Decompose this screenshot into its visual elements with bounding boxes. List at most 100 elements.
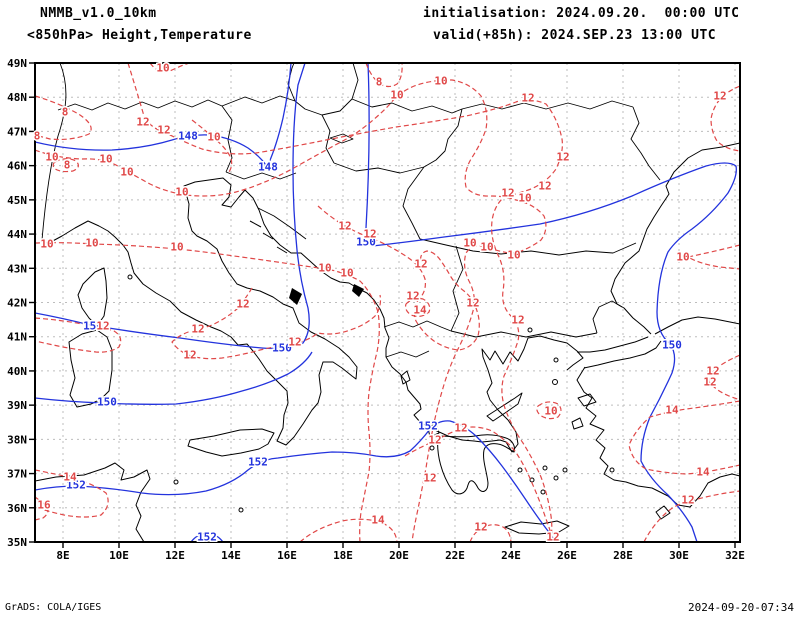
initialisation-time: initialisation: 2024.09.20. 00:00 UTC (423, 6, 740, 21)
grads-credit: GrADS: COLA/IGES (5, 602, 102, 613)
temp-contour-label: 12 (406, 290, 419, 303)
lon-tick-label: 10E (109, 549, 129, 562)
axis-tick-labels: 8E 10E 12E 14E 16E 18E 20E 22E 24E 26E 28E 30E 32E 49… (7, 57, 745, 562)
temp-contour-label: 12 (236, 298, 249, 311)
temp-contour-label: 12 (466, 297, 479, 310)
temp-contour-label: 14 (371, 514, 385, 527)
lon-tick-label: 18E (333, 549, 353, 562)
temp-contour-label: 10 (507, 249, 520, 262)
temperature-contours (35, 63, 740, 542)
temp-contour-label: 8 (64, 159, 71, 172)
temp-contour-label: 12 (521, 92, 534, 105)
height-contour-label: 150 (83, 320, 103, 333)
field-title: <850hPa> Height,Temperature (27, 28, 252, 43)
temp-contour-label: 12 (414, 258, 427, 271)
lat-tick-label: 38N (7, 433, 27, 446)
creation-timestamp: 2024-09-20-07:34 (688, 601, 794, 614)
temp-contour-label: 12 (546, 531, 559, 544)
temp-contour-label: 12 (454, 422, 467, 435)
height-contour-label: 150 (97, 396, 117, 409)
temp-contour-label: 12 (96, 320, 109, 333)
height-contour-label: 152 (66, 479, 86, 492)
temp-contour-label: 10 (390, 89, 403, 102)
model-title: NMMB_v1.0_10km (40, 6, 157, 21)
lat-tick-label: 39N (7, 399, 27, 412)
height-contour-label: 150 (662, 339, 682, 352)
temp-contour-label: 10 (544, 405, 557, 418)
temp-contour-label: 10 (318, 262, 331, 275)
temp-contour-label: 14 (413, 304, 427, 317)
country-borders (41, 63, 661, 358)
lat-tick-label: 43N (7, 262, 27, 275)
temp-contour-label: 12 (191, 323, 204, 336)
lon-tick-label: 16E (277, 549, 297, 562)
lon-tick-label: 20E (389, 549, 409, 562)
temp-contour-label: 8 (376, 76, 383, 89)
lon-tick-label: 28E (613, 549, 633, 562)
temp-contour-label: 12 (538, 180, 551, 193)
lon-tick-label: 32E (725, 549, 745, 562)
temp-contour-label: 14 (696, 466, 710, 479)
temp-contour-label: 12 (288, 336, 301, 349)
temp-contour-label: 12 (713, 90, 726, 103)
temp-contour-label: 10 (175, 186, 188, 199)
temp-contour-label: 12 (183, 349, 196, 362)
height-contour-label: 150 (356, 236, 376, 249)
temp-contour-label: 10 (45, 151, 58, 164)
lon-tick-label: 14E (221, 549, 241, 562)
temp-contour-label: 12 (338, 220, 351, 233)
temp-contour-label: 10 (99, 153, 112, 166)
temp-contour-label: 12 (556, 151, 569, 164)
temp-contour-label: 10 (480, 241, 493, 254)
temp-contour-label: 12 (428, 434, 441, 447)
lat-tick-label: 47N (7, 125, 27, 138)
temp-contour-label: 10 (85, 237, 98, 250)
temp-contour-label: 10 (170, 241, 183, 254)
temp-contour-label: 12 (363, 228, 376, 241)
temp-contour-label: 12 (706, 365, 719, 378)
temp-contour-label: 10 (156, 62, 169, 75)
coastlines (35, 142, 740, 542)
height-contour-label: 152 (197, 531, 217, 544)
temp-contour-label: 10 (120, 166, 133, 179)
lat-tick-label: 36N (7, 502, 27, 515)
height-contour-label: 148 (258, 161, 278, 174)
map-frame (34, 62, 741, 543)
temp-contour-label: 12 (157, 124, 170, 137)
temp-contour-label: 10 (463, 237, 476, 250)
temp-contour-label: 16 (37, 499, 51, 512)
temp-contour-label: 10 (676, 251, 689, 264)
temp-contour-label: 10 (340, 267, 353, 280)
temp-contour-label: 12 (474, 521, 487, 534)
lon-tick-label: 12E (165, 549, 185, 562)
temp-contour-label: 12 (423, 472, 436, 485)
lat-tick-label: 42N (7, 297, 27, 310)
temp-contour-label: 12 (136, 116, 149, 129)
lon-tick-label: 26E (557, 549, 577, 562)
temp-contour-label: 12 (511, 314, 524, 327)
temp-contour-label: 12 (501, 187, 514, 200)
lon-tick-label: 24E (501, 549, 521, 562)
temp-contour-label: 10 (40, 238, 53, 251)
height-contours (35, 63, 737, 542)
valid-time: valid(+85h): 2024.SEP.23 13:00 UTC (433, 28, 717, 43)
lon-tick-label: 22E (445, 549, 465, 562)
height-contour-label: 152 (248, 456, 268, 469)
lat-tick-label: 45N (7, 194, 27, 207)
lat-tick-label: 44N (7, 228, 27, 241)
lon-tick-label: 8E (56, 549, 69, 562)
lat-tick-label: 49N (7, 57, 27, 70)
temp-contour-label: 10 (518, 192, 531, 205)
temp-contour-label: 10 (434, 75, 447, 88)
axis-ticks (29, 62, 736, 548)
contour-value-labels: 1481481501501501501501521521521521088121… (32, 60, 728, 545)
temp-contour-label: 14 (665, 404, 679, 417)
temp-contour-label: 10 (207, 131, 220, 144)
height-contour-label: 148 (178, 130, 198, 143)
lat-tick-label: 48N (7, 91, 27, 104)
lat-tick-label: 46N (7, 160, 27, 173)
height-contour-label: 152 (418, 420, 438, 433)
graticule-grid (35, 63, 740, 542)
